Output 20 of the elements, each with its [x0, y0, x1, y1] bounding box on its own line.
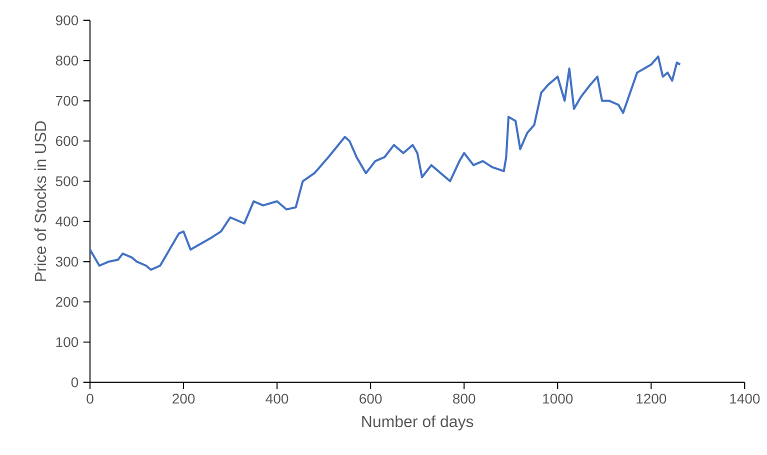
- y-tick-label: 800: [56, 56, 78, 66]
- x-tick-label: 1400: [730, 394, 760, 404]
- y-axis-title: Price of Stocks in USD: [34, 121, 46, 281]
- x-tick-label: 1000: [543, 394, 573, 404]
- y-tick-label: 600: [56, 136, 78, 146]
- y-tick-label: 500: [56, 176, 78, 186]
- x-tick-label: 200: [172, 394, 195, 404]
- y-tick-label: 0: [71, 377, 78, 388]
- y-tick-label: 700: [56, 96, 78, 106]
- y-tick-label: 100: [56, 337, 78, 348]
- y-tick-label: 900: [56, 15, 78, 26]
- x-tick-label: 600: [360, 394, 382, 404]
- y-tick-label: 300: [56, 256, 78, 267]
- x-tick-label: 800: [453, 394, 476, 404]
- x-axis-title: Number of days: [362, 415, 474, 430]
- x-tick-label: 400: [266, 394, 288, 404]
- x-tick-label: 0: [86, 394, 94, 404]
- y-tick-label: 400: [56, 216, 78, 226]
- x-tick-label: 1200: [636, 394, 666, 404]
- y-tick-label: 200: [56, 296, 78, 307]
